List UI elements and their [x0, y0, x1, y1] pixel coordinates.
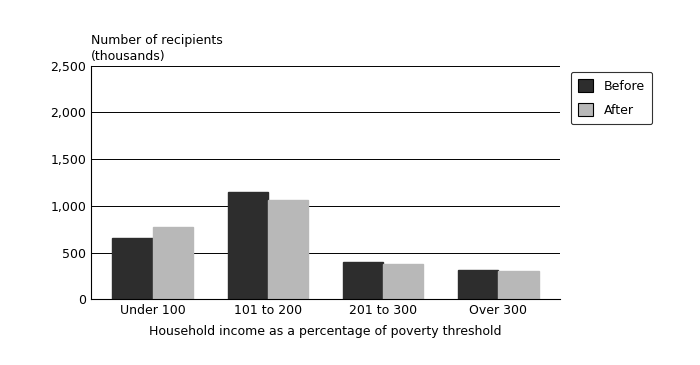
- Text: Number of recipients: Number of recipients: [91, 34, 223, 47]
- Bar: [268, 200, 308, 299]
- Legend: Before, After: Before, After: [571, 72, 652, 124]
- Text: (thousands): (thousands): [91, 50, 166, 64]
- Bar: [153, 227, 193, 299]
- Bar: [343, 262, 383, 299]
- Bar: [498, 271, 539, 299]
- Bar: [383, 264, 424, 299]
- Bar: [112, 238, 153, 299]
- X-axis label: Household income as a percentage of poverty threshold: Household income as a percentage of pove…: [149, 326, 502, 338]
- Bar: [228, 192, 268, 299]
- Bar: [458, 270, 498, 299]
